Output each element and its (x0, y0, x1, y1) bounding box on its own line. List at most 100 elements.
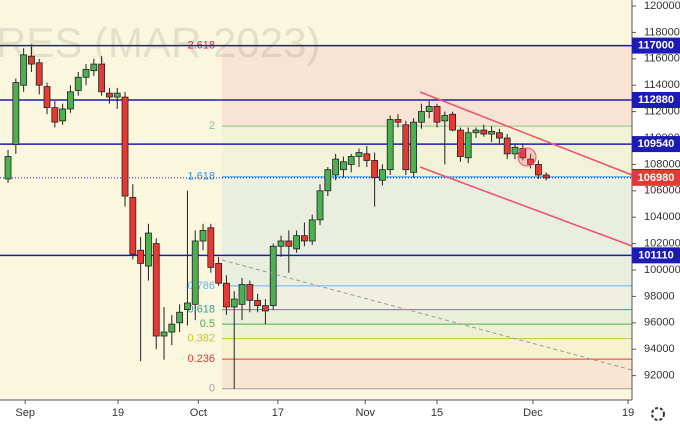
candle-body (35, 62, 43, 86)
candle-body (262, 305, 269, 312)
channel-lower (419, 166, 633, 247)
x-tick-label: Sep (15, 407, 35, 419)
x-tick-label: Oct (190, 407, 207, 419)
candle-body (472, 129, 480, 134)
y-tick-label: 104000 (644, 211, 680, 223)
price-badge (632, 91, 680, 108)
candle-body (542, 174, 550, 179)
candle-body (121, 96, 129, 197)
plot-background (0, 0, 632, 400)
candle-body (402, 124, 410, 171)
candle-body (223, 282, 230, 308)
candle-body (28, 55, 35, 65)
candle-body (457, 129, 464, 157)
fib-band (222, 45, 632, 127)
candle-body (425, 105, 433, 113)
candle-body (238, 284, 246, 305)
candle-body (4, 156, 12, 180)
candle-body (535, 164, 542, 176)
candle-body (449, 113, 457, 131)
candle-body (254, 299, 262, 307)
x-tick-label: 19 (112, 407, 124, 419)
fib-label: 0 (209, 383, 215, 395)
fib-label: 0.618 (187, 304, 215, 316)
candle-body (106, 92, 113, 98)
candle-body (98, 63, 106, 93)
candle-body (176, 311, 184, 324)
candle-body (184, 302, 191, 311)
x-tick-label: 15 (431, 407, 443, 419)
price-badge-label: 106980 (638, 172, 675, 184)
watermark: RES (MAR 2023) (0, 19, 320, 66)
candle-body (113, 92, 121, 98)
fib-band (222, 309, 632, 325)
candle-body (74, 76, 82, 91)
price-badge (632, 247, 680, 264)
candle-body (464, 132, 472, 159)
fib-band (222, 285, 632, 310)
candle-body (511, 146, 519, 155)
candle-body (363, 153, 371, 161)
y-tick-label: 96000 (644, 317, 675, 329)
candle-body (90, 63, 98, 72)
fib-label: 1.618 (187, 171, 215, 183)
y-tick-label: 94000 (644, 343, 675, 355)
y-tick-label: 112000 (644, 106, 680, 118)
candle-body (293, 235, 301, 250)
candle-body (285, 240, 293, 247)
y-tick-label: 102000 (644, 238, 680, 250)
candle-body (59, 108, 67, 122)
candle-body (160, 331, 168, 337)
candle-body (340, 161, 347, 171)
x-tick-label: Dec (523, 407, 543, 419)
x-tick-label: 17 (272, 407, 284, 419)
candle-body (386, 119, 394, 171)
candle-body (215, 263, 223, 284)
y-tick-label: 116000 (644, 53, 680, 65)
y-tick-label: 118000 (644, 26, 680, 38)
price-badge-label: 117000 (638, 40, 674, 52)
candle-body (145, 232, 152, 267)
candle-body (269, 245, 277, 307)
x-axis-panel (0, 400, 680, 427)
price-badge (632, 136, 680, 153)
candle-body (20, 54, 28, 86)
settings-icon[interactable] (651, 407, 665, 421)
candle-body (316, 190, 324, 221)
candle-body (207, 227, 215, 268)
candle-body (129, 197, 137, 255)
fib-label: 0.5 (200, 318, 215, 330)
candle-body (410, 121, 418, 173)
fib-label: 0.382 (187, 333, 215, 345)
candle-body (527, 158, 535, 165)
candle-body (332, 158, 340, 176)
candle-body (418, 111, 425, 123)
candle-body (168, 323, 176, 333)
y-tick-label: 100000 (644, 264, 680, 276)
candle-body (355, 152, 363, 157)
candle-body (503, 137, 511, 155)
y-tick-label: 114000 (644, 79, 680, 91)
candle-body (191, 240, 199, 305)
candle-body (441, 115, 449, 122)
candle-body (379, 169, 386, 181)
channel-upper (419, 91, 633, 176)
candle-body (308, 219, 316, 242)
candle-body (82, 68, 90, 78)
candle-body (277, 240, 285, 247)
candle-body (371, 160, 379, 179)
fib-band (222, 176, 632, 286)
x-tick-label: Nov (355, 407, 375, 419)
candle-body (152, 243, 160, 337)
fib-label: 2 (209, 120, 215, 132)
price-badge-label: 101110 (638, 249, 674, 261)
candle-body (301, 235, 308, 242)
highlight-circle (517, 147, 537, 167)
price-badge (632, 37, 680, 54)
candle-body (496, 132, 503, 139)
candle-body (394, 119, 402, 123)
price-badge-label: 109540 (638, 138, 675, 150)
candle-body (488, 131, 496, 135)
candle-body (137, 249, 145, 264)
